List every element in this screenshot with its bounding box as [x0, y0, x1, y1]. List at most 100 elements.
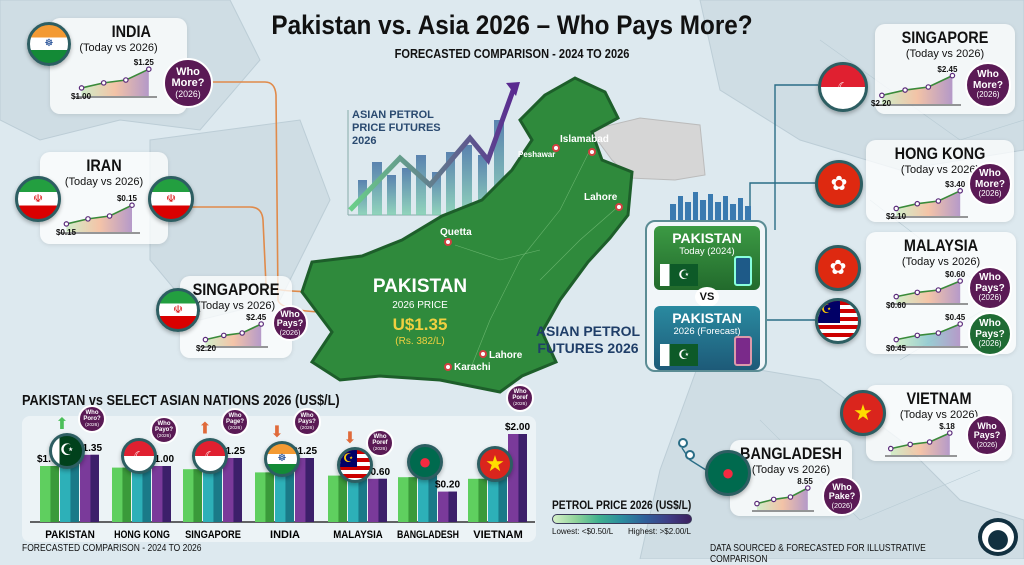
malaysia-flag-icon: ☪ [815, 298, 861, 344]
futures-chart: ASIAN PETROL PRICE FUTURES 2026 [347, 82, 520, 216]
card-country-name: MALAYSIA [903, 236, 979, 255]
card-country-name: IRAN [86, 156, 122, 175]
end-price: $0.45 [945, 313, 966, 322]
fuel-pump-icon [734, 336, 752, 366]
end-price: $0.60 [945, 270, 966, 279]
who-pays-badge: Who Pake? (2026) [822, 476, 862, 516]
who-pays-badge: Who Pays? (2026) [966, 414, 1008, 456]
start-price: $2.20 [871, 99, 892, 109]
logo-icon [978, 518, 1018, 556]
who-pays-badge: Who Payo? (2026) [150, 416, 178, 444]
pakistan-forecast-subtitle: 2026 (Forecast) [673, 326, 741, 337]
start-price: $2.20 [196, 343, 217, 353]
connector-singapore [774, 84, 818, 230]
vs-label: VS [695, 287, 719, 307]
skyline-icon [670, 192, 751, 220]
trend-sparkline: $.18 [885, 422, 957, 457]
legend-color-scale [552, 514, 692, 524]
card-country-name: VIETNAM [906, 389, 972, 408]
page-title: Pakistan vs. Asia 2026 – Who Pays More? [271, 10, 753, 40]
singapore-flag-icon: ☾ [192, 437, 228, 474]
trend-sparkline: $2.20 $2.45 [871, 64, 961, 108]
card-subtitle: (Today vs 2026) [901, 256, 981, 268]
city-lahore-south: Lahore [489, 350, 523, 361]
card-country-name: SINGAPORE [901, 28, 989, 47]
singapore-flag-icon: ☾ [818, 62, 868, 112]
end-price: 8.55 [797, 477, 813, 486]
map-futures-label-1: ASIAN PETROL [536, 323, 641, 339]
malaysia-flag-icon: ☪ [337, 447, 373, 484]
hongkong-flag-icon: ✿ [815, 245, 861, 291]
who-pays-badge: Who Poref (2026) [506, 384, 534, 412]
who-pays-badge: Who Poref (2026) [366, 428, 394, 457]
india-flag-icon: ☸ [264, 440, 300, 477]
card-country-name: BANGLADESH [740, 444, 842, 463]
futures-label-2: PRICE FUTURES [352, 122, 441, 134]
who-pays-badge: Who More? (2026) [965, 62, 1011, 108]
city-peshawar: Peshawar [518, 150, 555, 159]
who-pays-badge: Who Pays? (2026) [272, 305, 308, 341]
trend-sparkline: $1.00 $1.25 [71, 58, 157, 101]
pakistan-flag-icon: ☪ [660, 264, 698, 286]
map-price-usd: U$1.35 [393, 315, 448, 334]
map-price-pkr: (Rs. 382/L) [395, 336, 444, 347]
map-futures-label-2: FUTURES 2026 [537, 340, 638, 356]
start-price: $0.45 [886, 343, 907, 353]
who-pays-badge: Who Pays? (2026) [293, 408, 321, 436]
page-subtitle: FORECASTED COMPARISON - 2024 TO 2026 [394, 46, 630, 61]
start-price: $2.10 [886, 212, 907, 222]
who-pays-badge: Who More? (2026) [163, 58, 213, 108]
connector-iran [192, 206, 331, 293]
who-pays-badge: Who Poro? (2026) [78, 404, 106, 433]
start-price: $0.60 [886, 300, 907, 310]
pakistan-today-title: PAKISTAN [672, 230, 742, 246]
trend-sparkline: 8.55 [752, 477, 814, 512]
pakistan-forecast-title: PAKISTAN [672, 310, 742, 326]
end-price: $1.25 [133, 58, 154, 68]
who-pays-badge: Who Page? (2026) [221, 408, 249, 436]
card-subtitle: (Today vs 2026) [899, 409, 979, 421]
bar-chart-panel [22, 416, 536, 542]
city-lahore: Lahore [584, 192, 618, 203]
hongkong-flag-icon: ✿ [815, 160, 863, 208]
card-india: INDIA (Today vs 2026) [50, 18, 187, 114]
end-price: $2.45 [937, 64, 958, 74]
card-subtitle: (Today vs 2026) [900, 164, 980, 176]
card-subtitle: (Today vs 2026) [751, 464, 831, 476]
card-country-name: HONG KONG [894, 144, 986, 163]
pakistan-forecast-card: PAKISTAN 2026 (Forecast) ☪ [654, 306, 760, 370]
pakistan-today-card: PAKISTAN Today (2024) ☪ [654, 226, 760, 290]
who-pays-badge: Who More? (2026) [968, 162, 1012, 206]
vietnam-flag-icon: ★ [840, 390, 886, 436]
card-subtitle: (Today vs 2026) [79, 42, 158, 54]
city-islamabad: Islamabad [560, 134, 609, 145]
disputed-region [589, 117, 706, 181]
pakistan-flag-icon: ☪ [49, 432, 85, 469]
pakistan-land [300, 76, 634, 394]
trend-sparkline: $0.15 $0.15 [56, 194, 140, 237]
map-country-label: PAKISTAN [373, 276, 467, 297]
card-country-name: INDIA [111, 22, 151, 41]
pakistan-today-subtitle: Today (2024) [679, 246, 735, 257]
end-price: $2.45 [246, 313, 267, 322]
connector-hongkong [749, 182, 815, 210]
who-pays-badge: Who Pays? (2026) [968, 312, 1012, 356]
end-price: $3.40 [945, 179, 966, 189]
bangladesh-flag-icon: ● [407, 444, 443, 480]
trend-sparkline: $0.60 $0.60 [886, 270, 968, 310]
trend-sparkline: $0.45 $0.45 [886, 313, 968, 353]
iran-flag-icon: ☫ [15, 176, 61, 222]
start-price: $1.00 [71, 91, 92, 101]
vietnam-flag-icon: ★ [477, 445, 513, 482]
map-price-label: 2026 PRICE [392, 300, 448, 311]
legend-low: Lowest: <$0.50/L [552, 527, 614, 536]
card-subtitle: (Today vs 2026) [905, 48, 985, 60]
futures-label-1: ASIAN PETROL [352, 109, 434, 121]
futures-label-3: 2026 [352, 135, 376, 147]
bar-chart-title: PAKISTAN vs SELECT ASIAN NATIONS 2026 (U… [22, 392, 340, 409]
start-price: $0.15 [56, 227, 77, 237]
card-subtitle: (Today vs 2026) [64, 176, 144, 188]
iran-flag-icon: ☫ [148, 176, 194, 222]
legend-high: Highest: >$2.00/L [628, 527, 691, 536]
